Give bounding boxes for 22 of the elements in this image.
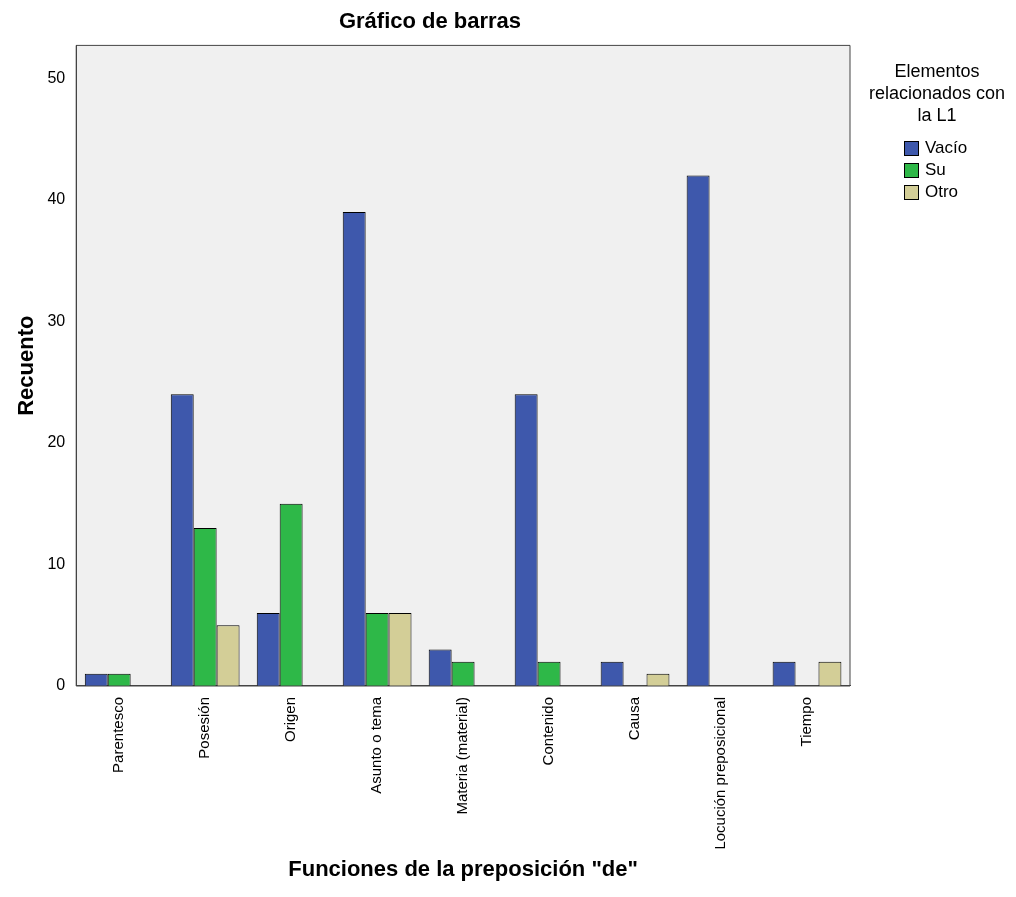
chart-title: Gráfico de barras	[338, 8, 522, 34]
x-axis-title: Funciones de la preposición "de"	[288, 855, 638, 881]
legend-label: Vacío	[925, 138, 968, 158]
y-tick-label: 10	[47, 554, 66, 572]
legend-label: Su	[925, 160, 946, 180]
x-tick-label: Origen	[281, 697, 299, 743]
y-axis-title: Recuento	[13, 315, 39, 416]
y-tick-label: 40	[47, 190, 66, 208]
y-tick-label: 50	[47, 68, 66, 86]
x-tick-label: Contenido	[539, 697, 557, 766]
x-tick-label: Causa	[625, 696, 643, 741]
legend-title: Elementos relacionados con la L1	[867, 60, 1007, 126]
x-tick-label: Tiempo	[797, 697, 815, 747]
y-tick-label: 20	[47, 433, 66, 451]
x-tick-label: Asunto o tema	[367, 696, 385, 794]
x-tick-label: Posesión	[195, 697, 213, 759]
y-tick-label: 0	[56, 676, 66, 694]
x-tick-label: Materia (material)	[453, 697, 471, 815]
y-tick-label: 30	[47, 311, 66, 329]
x-tick-label: Locución preposicional	[711, 697, 729, 850]
legend-label: Otro	[925, 182, 959, 202]
x-tick-label: Parentesco	[109, 697, 127, 773]
